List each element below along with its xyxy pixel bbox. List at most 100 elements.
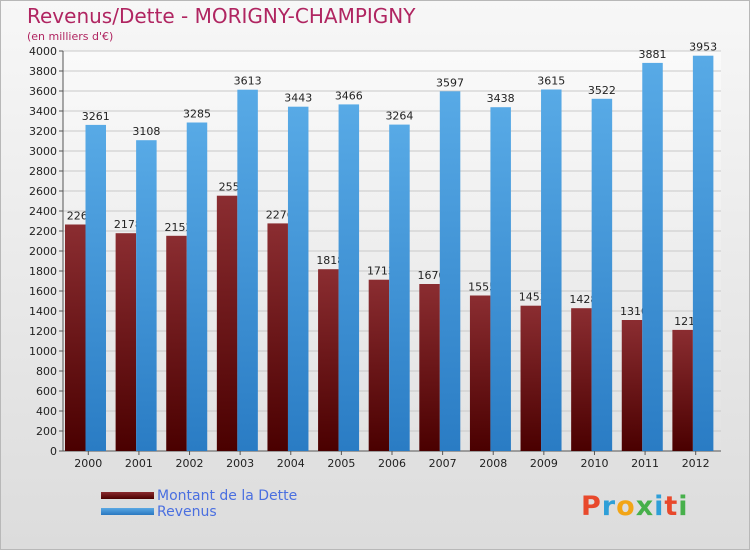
data-label-revenus-2002: 3285: [183, 108, 211, 121]
data-label-dette-2003: 255: [219, 181, 240, 194]
chart-subtitle: (en milliers d'€): [27, 30, 114, 43]
data-label-dette-2010: 1428: [569, 293, 597, 306]
data-label-revenus-2012: 3953: [689, 41, 717, 54]
data-label-revenus-2000: 3261: [82, 110, 110, 123]
y-tick-label: 3000: [29, 145, 57, 158]
y-tick-label: 4000: [29, 45, 57, 58]
bar-revenus-2002: [186, 122, 208, 451]
y-tick-label: 2000: [29, 245, 57, 258]
data-label-revenus-2007: 3597: [436, 76, 464, 89]
bar-revenus-2009: [541, 89, 562, 451]
x-tick-label-2009: 2009: [530, 457, 558, 470]
bar-dette-2008: [469, 295, 491, 451]
proxiti-logo: Proxiti: [581, 491, 689, 522]
x-tick-label-2008: 2008: [479, 457, 507, 470]
legend-label-dette: Montant de la Dette: [157, 488, 298, 504]
y-tick-label: 2800: [29, 165, 57, 178]
y-tick-label: 3400: [29, 105, 57, 118]
data-label-dette-2001: 2178: [114, 218, 142, 231]
data-label-revenus-2006: 3264: [385, 110, 413, 123]
y-tick-label: 0: [50, 445, 57, 458]
logo-letter: P: [581, 491, 602, 522]
data-label-dette-2000: 226: [67, 210, 88, 223]
bar-dette-2009: [520, 305, 542, 451]
y-tick-label: 2200: [29, 225, 57, 238]
x-tick-label-2006: 2006: [378, 457, 406, 470]
chart-title: Revenus/Dette - MORIGNY-CHAMPIGNY: [27, 4, 416, 28]
x-tick-label-2007: 2007: [429, 457, 457, 470]
data-label-dette-2005: 1818: [316, 254, 344, 267]
data-label-dette-2006: 1713: [367, 265, 395, 278]
logo-letter: i: [654, 491, 665, 522]
bar-dette-2011: [621, 320, 643, 451]
bar-revenus-2003: [237, 89, 258, 451]
data-label-revenus-2009: 3615: [537, 75, 565, 88]
y-tick-label: 1000: [29, 345, 57, 358]
y-tick-label: 400: [36, 405, 57, 418]
data-label-dette-2002: 2152: [164, 221, 192, 234]
bar-dette-2000: [65, 224, 86, 451]
bar-dette-2004: [267, 223, 288, 451]
y-tick-label: 800: [36, 365, 57, 378]
x-tick-label-2011: 2011: [631, 457, 659, 470]
y-tick-label: 3600: [29, 85, 57, 98]
bar-revenus-2012: [692, 55, 714, 451]
bar-dette-2006: [368, 279, 390, 451]
bar-revenus-2008: [490, 107, 511, 451]
x-tick-label-2000: 2000: [74, 457, 102, 470]
data-label-dette-2007: 1670: [418, 269, 446, 282]
bar-revenus-2004: [287, 106, 309, 451]
data-label-dette-2008: 1555: [468, 281, 496, 294]
bar-revenus-2010: [591, 98, 613, 452]
x-tick-label-2005: 2005: [327, 457, 355, 470]
data-label-revenus-2011: 3881: [639, 48, 667, 61]
bar-dette-2002: [166, 235, 187, 451]
data-label-revenus-2001: 3108: [132, 125, 160, 138]
data-label-revenus-2010: 3522: [588, 84, 616, 97]
legend-swatch-dette: [101, 492, 154, 499]
data-label-dette-2011: 1310: [620, 305, 648, 318]
logo-letter: o: [616, 491, 636, 522]
bar-revenus-2000: [85, 124, 106, 452]
x-tick-label-2010: 2010: [580, 457, 608, 470]
x-tick-label-2004: 2004: [277, 457, 305, 470]
bar-revenus-2007: [439, 91, 461, 452]
bar-dette-2003: [216, 195, 238, 451]
y-tick-label: 200: [36, 425, 57, 438]
data-label-revenus-2003: 3613: [234, 75, 262, 88]
y-tick-label: 3200: [29, 125, 57, 138]
bar-revenus-2006: [389, 124, 410, 451]
bar-dette-2010: [571, 308, 592, 451]
y-tick-label: 1600: [29, 285, 57, 298]
bar-dette-2001: [115, 233, 137, 451]
bar-revenus-2001: [136, 140, 157, 451]
logo-letter: x: [635, 491, 655, 522]
x-tick-label-2012: 2012: [682, 457, 710, 470]
logo-letter: t: [664, 491, 679, 522]
y-tick-label: 3800: [29, 65, 57, 78]
y-tick-label: 2400: [29, 205, 57, 218]
logo-letter: r: [601, 491, 617, 522]
x-tick-label-2001: 2001: [125, 457, 153, 470]
data-label-dette-2012: 121: [674, 315, 695, 328]
y-tick-label: 1800: [29, 265, 57, 278]
y-tick-label: 2600: [29, 185, 57, 198]
logo-letter: i: [678, 491, 689, 522]
data-label-dette-2009: 1453: [519, 291, 547, 304]
bar-revenus-2011: [642, 62, 663, 452]
bar-dette-2012: [672, 329, 693, 451]
y-tick-label: 600: [36, 385, 57, 398]
bar-revenus-2005: [338, 104, 360, 452]
y-tick-label: 1200: [29, 325, 57, 338]
data-label-dette-2004: 2276: [266, 208, 294, 221]
legend-swatch-revenus: [101, 508, 154, 515]
x-tick-label-2002: 2002: [176, 457, 204, 470]
data-label-revenus-2008: 3438: [487, 92, 515, 105]
bar-dette-2005: [318, 269, 339, 451]
data-label-revenus-2004: 3443: [284, 92, 312, 105]
legend-label-revenus: Revenus: [157, 504, 217, 520]
y-tick-label: 1400: [29, 305, 57, 318]
bar-dette-2007: [419, 284, 440, 451]
